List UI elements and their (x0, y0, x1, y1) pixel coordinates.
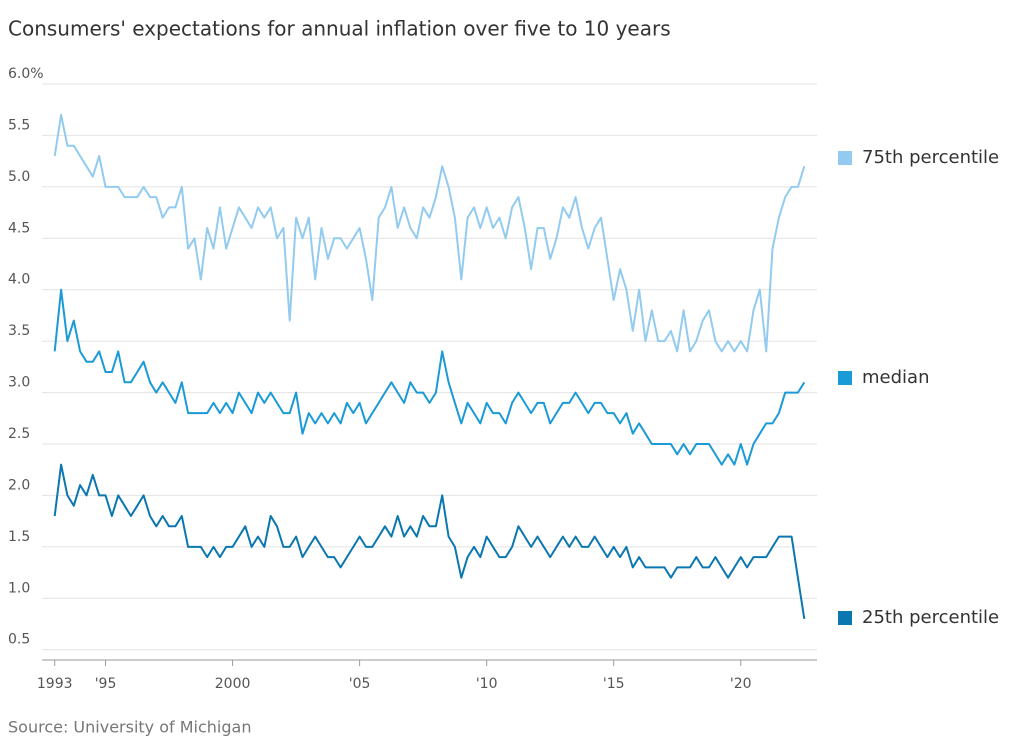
x-tick-label: 1993 (37, 676, 73, 692)
y-tick-label: 5.0 (8, 169, 30, 185)
y-tick-label: 2.5 (8, 426, 30, 442)
legend-label: 75th percentile (862, 147, 999, 168)
legend-label: 25th percentile (862, 607, 999, 628)
series-line (53, 463, 806, 620)
legend-swatch (838, 151, 852, 165)
legend-label: median (862, 367, 929, 388)
x-tick-label: '05 (349, 676, 371, 692)
y-tick-label: 2.0 (8, 477, 30, 493)
y-tick-label: 3.5 (8, 323, 30, 339)
chart-title: Consumers' expectations for annual infla… (8, 17, 671, 41)
series-line (53, 113, 806, 353)
y-tick-label: 1.0 (8, 580, 30, 596)
x-tick-label: '15 (603, 676, 625, 692)
x-tick-label: 2000 (215, 676, 251, 692)
y-tick-label: 1.5 (8, 529, 30, 545)
x-tick-label: '10 (476, 676, 498, 692)
y-tick-label: 4.5 (8, 220, 30, 236)
series-line (53, 288, 806, 466)
source-note: Source: University of Michigan (8, 718, 251, 737)
legend-swatch (838, 371, 852, 385)
y-tick-label: 6.0% (8, 66, 44, 82)
y-tick-label: 4.0 (8, 272, 30, 288)
x-tick-label: '20 (730, 676, 752, 692)
y-tick-label: 0.5 (8, 632, 30, 648)
x-tick-label: '95 (95, 676, 117, 692)
y-tick-label: 5.5 (8, 117, 30, 133)
y-tick-label: 3.0 (8, 375, 30, 391)
legend-swatch (838, 611, 852, 625)
